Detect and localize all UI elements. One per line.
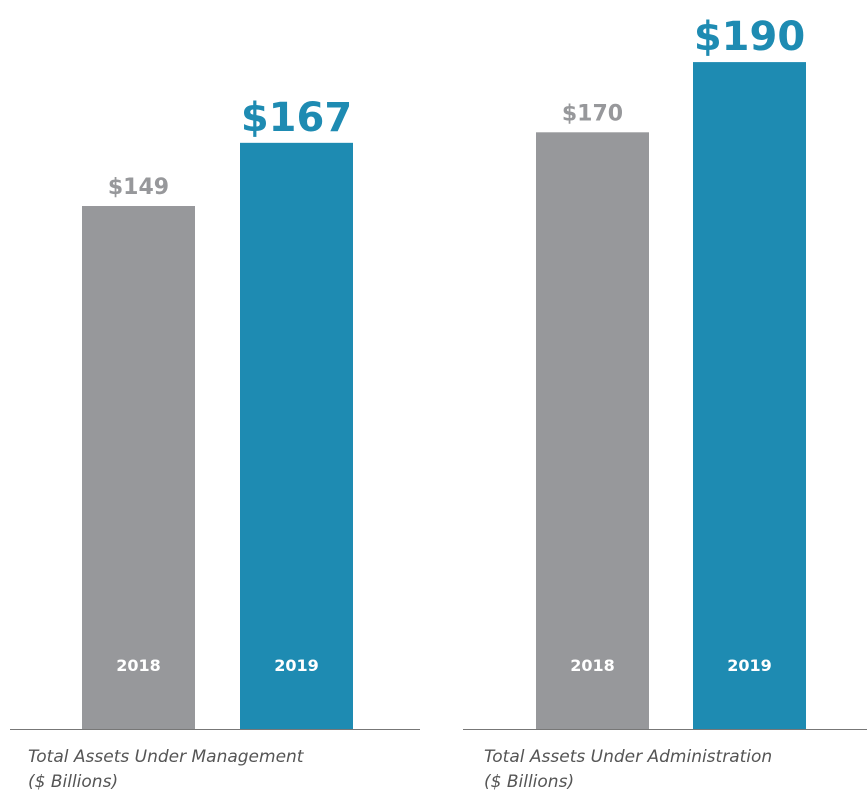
- caption-title: Total Assets Under Management: [28, 747, 305, 767]
- category-label: 2018: [570, 656, 615, 675]
- bar: [240, 142, 353, 729]
- caption-subtitle: ($ Billions): [28, 772, 118, 792]
- bar: [693, 62, 806, 730]
- value-label: $167: [241, 95, 352, 141]
- value-label: $190: [694, 14, 805, 60]
- category-label: 2018: [116, 656, 161, 675]
- caption-title: Total Assets Under Administration: [484, 747, 772, 767]
- bar: [82, 206, 195, 729]
- category-label: 2019: [727, 656, 772, 675]
- value-label: $170: [562, 101, 623, 126]
- caption-subtitle: ($ Billions): [484, 772, 574, 792]
- value-label: $149: [108, 175, 169, 200]
- bar: [536, 132, 649, 730]
- category-label: 2019: [274, 656, 319, 675]
